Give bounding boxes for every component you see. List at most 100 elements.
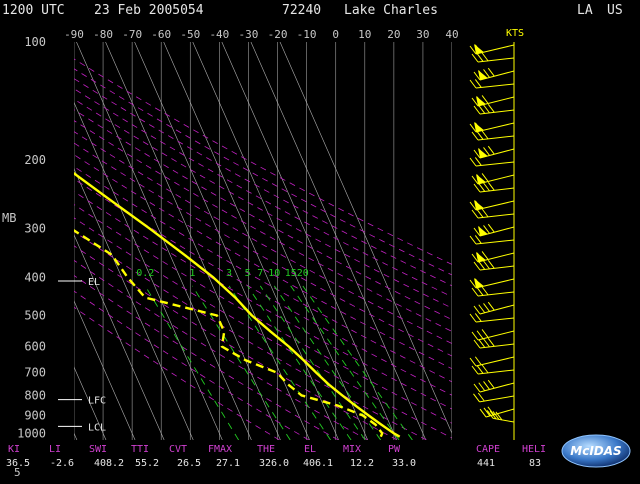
mixing-ratio-line [144, 285, 239, 440]
wind-barb [473, 338, 515, 349]
wind-barb [469, 157, 515, 167]
pressure-tick-label: 700 [24, 366, 46, 380]
wind-barb [473, 392, 515, 403]
pressure-tick-label: 800 [24, 388, 46, 402]
isotherm-line [163, 42, 339, 440]
temperature-tick-label: -50 [180, 28, 200, 41]
wind-barb [471, 208, 515, 219]
wind-barb [469, 79, 515, 89]
wind-barb [471, 329, 515, 341]
dry-adiabat [74, 142, 452, 357]
dry-adiabat [74, 274, 339, 440]
y-axis-label: MB [2, 211, 16, 225]
index-value: 36.5 [6, 458, 30, 469]
index-label: THE [257, 444, 275, 455]
frame-number: 5 [14, 466, 21, 479]
temperature-tick-label: 40 [445, 28, 458, 41]
mcidas-logo: McIDAS [561, 434, 631, 468]
pressure-tick-label: 600 [24, 340, 46, 354]
header-country: US [607, 3, 623, 18]
wind-units-label: KTS [506, 28, 524, 39]
dry-adiabat [74, 131, 452, 345]
index-label: MIX [343, 444, 361, 455]
header-time: 1200 UTC [2, 3, 65, 18]
pressure-tick-label: 200 [24, 153, 46, 167]
isotherm-line [74, 366, 107, 440]
wind-barb [469, 200, 515, 211]
temperature-tick-label: -10 [297, 28, 317, 41]
index-label: KI [8, 444, 20, 455]
temperature-tick-label: 0 [332, 28, 339, 41]
wind-barb [471, 251, 515, 263]
isotherm-line [0, 42, 48, 440]
index-label: PW [388, 444, 401, 455]
pressure-tick-label: 100 [24, 35, 46, 49]
chart-series [74, 171, 401, 438]
index-label: CAPE [476, 444, 500, 455]
wind-barb [469, 235, 515, 245]
wind-barb [473, 379, 515, 393]
index-label: CVT [169, 444, 187, 455]
isotherm-line [134, 42, 310, 440]
wind-barb [471, 130, 515, 141]
wind-barb [471, 52, 515, 63]
wind-barb [469, 356, 515, 367]
index-value: 326.0 [259, 458, 289, 469]
wind-barb [471, 95, 515, 107]
level-marker-label: LCL [88, 422, 106, 433]
header-station-id: 72240 [282, 3, 321, 18]
isotherm-line [74, 234, 165, 440]
index-value: 408.2 [94, 458, 124, 469]
wind-barb [469, 278, 515, 289]
pressure-tick-label: 400 [24, 271, 46, 285]
temperature-tick-label: -90 [64, 28, 84, 41]
wind-barb [471, 364, 515, 375]
chart-grid [0, 42, 452, 440]
dry-adiabat [74, 217, 452, 439]
mixing-ratio-line [192, 285, 291, 440]
wind-barb [469, 122, 515, 133]
chart-axes: -90 -80 -70 -60 -50 -40 -30 -20 -10 0 10 20 30 40 0.2 1… [2, 28, 459, 440]
dewpoint-profile [74, 229, 384, 438]
wind-barb [473, 301, 515, 315]
dry-adiabat [74, 178, 452, 396]
isotherm-line [279, 42, 452, 435]
wind-profile [469, 42, 515, 440]
temperature-tick-label: 10 [358, 28, 371, 41]
temperature-tick-label: -20 [268, 28, 288, 41]
header-state: LA [577, 3, 593, 18]
header-date: 23 Feb 2005054 [94, 3, 204, 18]
level-markers: EL LFC LCL [58, 277, 106, 433]
dry-adiabat [74, 259, 368, 440]
isotherm-line [0, 42, 19, 440]
temperature-tick-label: -30 [239, 28, 259, 41]
dry-adiabat [74, 98, 452, 309]
temperature-profile [74, 171, 401, 438]
dry-adiabat [74, 290, 310, 440]
logo-text: McIDAS [570, 444, 621, 458]
dry-adiabat [74, 306, 280, 440]
index-label: TTI [131, 444, 149, 455]
index-value: 33.0 [392, 458, 416, 469]
temperature-tick-label: -70 [122, 28, 142, 41]
wind-barb [473, 182, 515, 193]
isotherm-line [74, 432, 78, 440]
mixing-ratio-label: 3 [226, 268, 232, 279]
temperature-tick-label: 20 [387, 28, 400, 41]
temperature-tick-label: -60 [151, 28, 171, 41]
mixing-ratio-label: 10 [268, 268, 280, 279]
isotherm-line [250, 42, 427, 440]
pressure-tick-label: 900 [24, 408, 46, 422]
mixing-ratio-label: 1 [189, 268, 195, 279]
index-value: 83 [529, 458, 541, 469]
index-label: HELI [522, 444, 546, 455]
index-value: 441 [477, 458, 495, 469]
stability-indices: KI 36.5 LI -2.6 SWI 408.2 TTI 55.2 CVT 26.5 FMAX 27… [6, 444, 546, 469]
wind-barb [473, 104, 515, 115]
temperature-tick-label: 30 [416, 28, 429, 41]
isotherm-line [74, 167, 194, 440]
temperature-tick-label: -80 [93, 28, 113, 41]
wind-barb [473, 223, 515, 237]
wind-barb [473, 145, 515, 159]
